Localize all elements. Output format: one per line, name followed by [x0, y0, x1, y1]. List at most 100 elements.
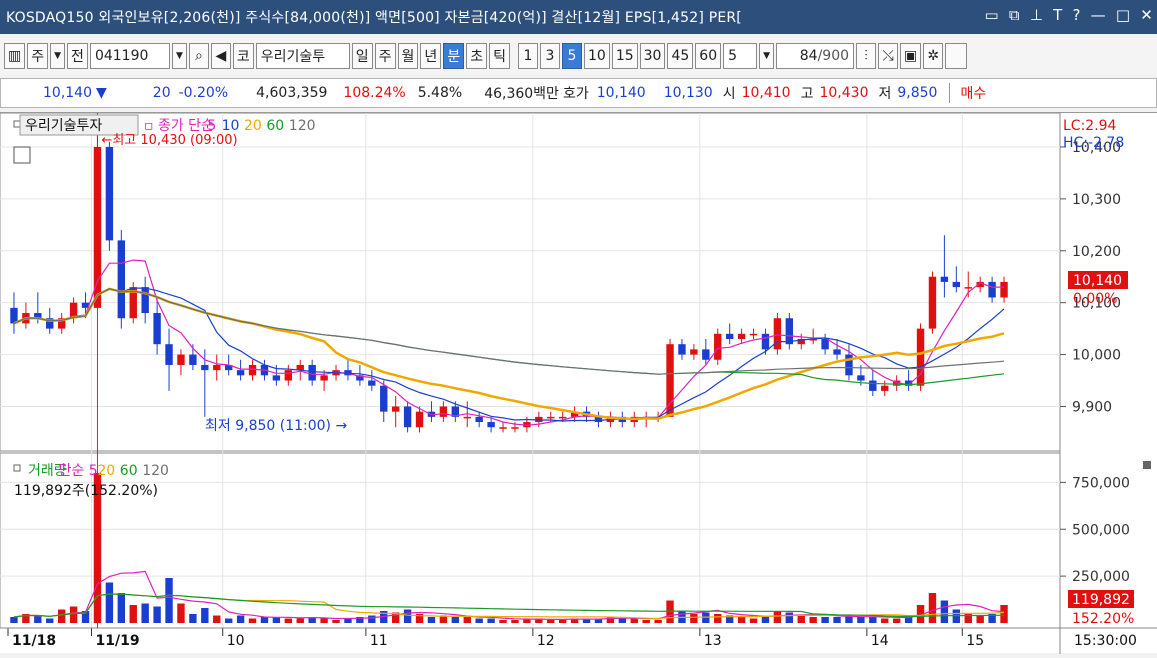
volume-bar: [344, 618, 352, 623]
candle-body: [177, 354, 185, 365]
minimize-icon[interactable]: —: [1090, 6, 1106, 24]
interval-button-45[interactable]: 45: [667, 43, 694, 69]
period-button-0[interactable]: 일: [351, 43, 373, 69]
candle-body: [487, 422, 495, 428]
maximize-icon[interactable]: □: [1115, 6, 1131, 24]
popout-icon[interactable]: ⧉: [1008, 6, 1020, 24]
sound-icon[interactable]: ◀: [210, 43, 231, 69]
candle-body: [714, 333, 722, 360]
period-button-3[interactable]: 년: [420, 43, 442, 69]
volume-bar: [845, 615, 853, 623]
volume-bar: [296, 618, 304, 623]
code-dropdown-icon[interactable]: ▼: [171, 43, 187, 69]
font-icon[interactable]: T: [1053, 6, 1063, 24]
price-ma-line: [13, 287, 1005, 422]
candle-body: [940, 276, 949, 282]
corp-prefix-button[interactable]: 코: [232, 43, 254, 69]
volume-bar: [702, 612, 710, 623]
market-dropdown-icon[interactable]: ▼: [50, 43, 66, 69]
chart-svg[interactable]: 10,400 10,300 10,200 10,100 10,000 9,900 750,0…: [0, 112, 1157, 654]
square-icon[interactable]: [945, 43, 968, 69]
volume-bar: [952, 609, 961, 623]
period-button-4[interactable]: 분: [443, 43, 465, 69]
period-button-5[interactable]: 초: [466, 43, 488, 69]
volume-bar: [427, 617, 436, 623]
close-icon[interactable]: ✕: [1140, 6, 1153, 24]
date-axis-label: 11: [370, 633, 388, 649]
volume-bar: [618, 618, 627, 623]
interval-select-value: 5: [728, 48, 738, 64]
count-input[interactable]: 84/900: [776, 43, 855, 69]
search-icon[interactable]: ⌕: [188, 43, 209, 69]
interval-button-3[interactable]: 3: [539, 43, 560, 69]
candle-body: [320, 375, 328, 381]
volume-title: 거래량: [28, 463, 67, 479]
price-change: 20: [152, 85, 171, 101]
gear-icon[interactable]: ✲: [923, 43, 944, 69]
candle-body: [105, 146, 114, 241]
volume-bar: [797, 615, 805, 623]
date-axis-label: 15: [966, 633, 984, 649]
candle-body: [594, 416, 603, 423]
volume-bar: [236, 615, 245, 623]
help-icon[interactable]: ?: [1072, 6, 1081, 24]
volume-bar: [869, 617, 877, 623]
date-axis-label: 10: [227, 633, 245, 649]
draw-tool-icon[interactable]: ⤯: [878, 43, 899, 69]
date-axis-label: 14: [871, 633, 889, 649]
market-select[interactable]: 주: [27, 43, 49, 69]
candle-body: [881, 385, 889, 391]
interval-dropdown-icon[interactable]: ▼: [759, 43, 775, 69]
volume-bar: [976, 615, 984, 623]
quote-bar: 10,140 ▼ 20 -0.20% 4,603,359 108.24% 5.4…: [0, 78, 1157, 108]
buy-button[interactable]: 매수: [949, 83, 986, 103]
volume-bar: [761, 617, 770, 623]
high-label: 고: [800, 86, 814, 102]
candle-body: [749, 333, 758, 336]
volume-ratio: 108.24%: [343, 85, 406, 101]
interval-select[interactable]: 5: [723, 43, 758, 69]
pin-icon[interactable]: ⊥: [1029, 6, 1044, 24]
interval-button-1[interactable]: 1: [517, 43, 538, 69]
interval-button-15[interactable]: 15: [611, 43, 638, 69]
candle-body: [857, 375, 865, 381]
chart-area[interactable]: 10,400 10,300 10,200 10,100 10,000 9,900 750,0…: [0, 112, 1157, 654]
price-axis-label: 10,100: [1072, 296, 1121, 312]
corp-name-field[interactable]: 우리기술투: [255, 43, 350, 69]
candle-body: [153, 313, 161, 345]
candle-body: [928, 276, 937, 329]
candle-body: [224, 364, 233, 371]
volume-bar: [356, 617, 364, 623]
volume-bar: [690, 614, 698, 623]
volume-bar: [415, 614, 424, 623]
candle-type-icon[interactable]: ⫶: [856, 43, 877, 69]
period-button-2[interactable]: 월: [397, 43, 419, 69]
candle-body: [117, 240, 126, 319]
volume-bar: [284, 618, 293, 623]
code-prefix-button[interactable]: 전: [67, 43, 88, 69]
interval-button-60[interactable]: 60: [695, 43, 722, 69]
interval-button-30[interactable]: 30: [639, 43, 666, 69]
candle-body: [952, 281, 961, 288]
restore-icon[interactable]: ▭: [984, 6, 999, 24]
interval-button-5[interactable]: 5: [561, 43, 582, 69]
save-icon[interactable]: ▣: [900, 43, 922, 69]
candle-body: [773, 318, 782, 350]
candle-body: [976, 281, 984, 288]
candle-body: [403, 406, 412, 428]
period-button-6[interactable]: 틱: [489, 43, 510, 69]
stock-name-label: 우리기술투자: [25, 118, 102, 134]
stock-code-input[interactable]: 041190: [89, 43, 170, 69]
volume-bar: [857, 617, 865, 623]
volume-bar: [523, 618, 531, 623]
layout-icon[interactable]: ▥: [4, 43, 26, 69]
volume-bar: [499, 620, 507, 623]
low-note: 최저 9,850 (11:00) →: [205, 418, 347, 434]
candle-body: [391, 406, 400, 412]
interval-button-10[interactable]: 10: [583, 43, 610, 69]
period-button-1[interactable]: 주: [374, 43, 396, 69]
price-axis-label: 10,400: [1072, 140, 1121, 156]
count-value: 84: [799, 48, 818, 64]
volume-bar: [439, 615, 448, 623]
volume-bar: [260, 617, 269, 623]
